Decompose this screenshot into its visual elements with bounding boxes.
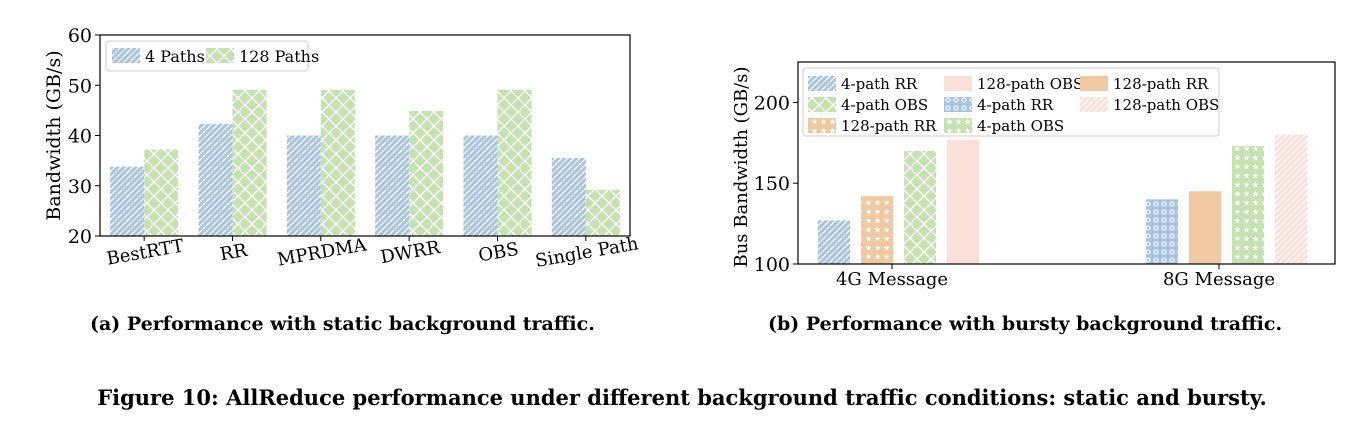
legend-label-4-path-obs: 4-path OBS: [977, 117, 1064, 135]
bar-128-paths-rr: [232, 89, 267, 237]
legend-swatch-128-path-obs: [944, 76, 972, 91]
x-tick-label: 8G Message: [1163, 269, 1275, 290]
bar-4-path-obs-8g-message: [1232, 146, 1264, 264]
x-tick-label: 4G Message: [836, 269, 948, 290]
legend-label-4-path-rr: 4-path RR: [977, 96, 1054, 114]
bar-128-path-obs-8g-message: [1275, 134, 1307, 264]
legend-label-128-path-obs: 128-path OBS: [1113, 96, 1219, 114]
legend-swatch-4-path-obs: [808, 97, 836, 112]
bar-128-paths-dwrr: [409, 110, 444, 236]
legend-swatch-128-path-rr: [808, 118, 836, 133]
caption-b-label: (b): [768, 313, 800, 335]
chart-bursty-traffic: 100 150 200 4G Message 8G Message Bus Bandwid…: [731, 61, 1336, 290]
y-tick-label: 40: [68, 126, 92, 148]
caption-b-text: Performance with bursty background traff…: [805, 313, 1283, 335]
bar-4-path-obs-4g-message: [904, 150, 936, 264]
legend-swatch-4-path-rr: [944, 97, 972, 112]
legend-swatch-128-paths: [206, 48, 234, 63]
legend-swatch-128-path-rr: [1080, 76, 1108, 91]
x-tick-label: OBS: [477, 239, 520, 267]
legend-swatch-4-paths: [112, 48, 140, 63]
legend-a: 4 Paths 128 Paths: [105, 40, 319, 72]
x-tick-label: Single Path: [534, 233, 641, 272]
y-tick-label: 200: [754, 92, 790, 114]
bar-128-path-rr-8g-message: [1189, 191, 1221, 264]
plot-frame-b: [797, 61, 1336, 265]
chart-static-traffic: 20 30 40 50 60 BestRTT RR MPRDMA DWRR OBS Single P…: [43, 25, 640, 272]
y-tick-label: 60: [68, 25, 92, 47]
bar-128-paths-bestrtt: [144, 149, 179, 236]
y-axis-label: Bus Bandwidth (GB/s): [731, 66, 752, 267]
y-tick-label: 50: [68, 75, 92, 97]
figure-caption: Figure 10: AllReduce performance under d…: [97, 385, 1267, 410]
bar-128-path-rr-4g-message: [861, 196, 893, 264]
bar-4-paths-dwrr: [375, 135, 410, 236]
caption-a-label: (a): [90, 313, 121, 335]
legend-swatch-128-path-obs: [1080, 97, 1108, 112]
legend-swatch-4-path-obs: [944, 118, 972, 133]
legend-label-128-paths: 128 Paths: [239, 47, 319, 66]
x-tick-label: DWRR: [379, 237, 442, 268]
bar-4-paths-rr: [198, 123, 233, 236]
bar-128-paths-mprdma: [320, 89, 355, 237]
legend-label-128-path-rr: 128-path RR: [1113, 75, 1209, 93]
legend-frame: [802, 67, 1220, 137]
caption-b: (b) Performance with bursty background t…: [768, 313, 1282, 335]
x-tick-label: RR: [218, 240, 249, 265]
bar-128-path-obs-4g-message: [947, 139, 979, 264]
y-axis-label: Bandwidth (GB/s): [43, 50, 65, 220]
legend-label-4-paths: 4 Paths: [145, 47, 205, 66]
bar-4-paths-mprdma: [286, 135, 321, 236]
legend-label-4-path-rr: 4-path RR: [841, 75, 918, 93]
bar-4-paths-obs: [463, 135, 498, 236]
bar-4-path-rr-4g-message: [818, 220, 850, 264]
legend-label-128-path-obs: 128-path OBS: [977, 75, 1083, 93]
caption-a: (a) Performance with static background t…: [90, 313, 595, 335]
bar-128-paths-obs: [497, 89, 532, 237]
bar-128-paths-single-path: [585, 189, 620, 236]
legend-swatch-4-path-rr: [808, 76, 836, 91]
bar-4-path-rr-8g-message: [1146, 199, 1178, 264]
caption-a-text: Performance with static background traff…: [126, 313, 595, 335]
legend-b: 4-path RR 4-path OBS 128-path RR 128-path O…: [802, 67, 1220, 137]
y-tick-label: 100: [754, 254, 790, 276]
x-tick-label: MPRDMA: [276, 234, 369, 270]
bar-4-paths-single-path: [551, 158, 586, 236]
bar-4-paths-bestrtt: [110, 166, 145, 236]
legend-label-128-path-rr: 128-path RR: [841, 117, 937, 135]
legend-label-4-path-obs: 4-path OBS: [841, 96, 928, 114]
y-tick-label: 20: [68, 226, 92, 248]
x-tick-label: BestRTT: [105, 235, 185, 269]
y-tick-label: 150: [754, 173, 790, 195]
y-tick-label: 30: [68, 176, 92, 198]
